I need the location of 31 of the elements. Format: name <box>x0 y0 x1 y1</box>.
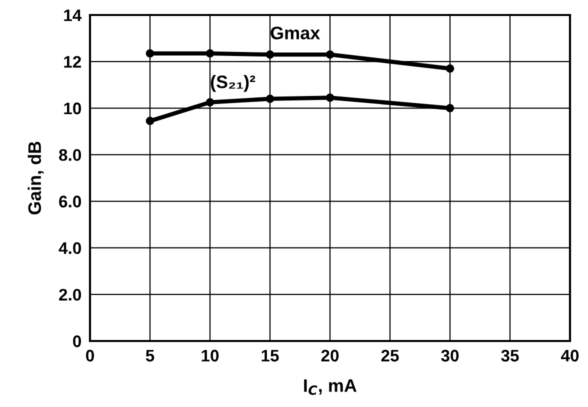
x-tick-label: 10 <box>202 350 219 362</box>
y-tick-label: 0 <box>73 335 81 348</box>
point <box>326 50 334 59</box>
point <box>206 98 214 106</box>
x-tick-label: 30 <box>441 350 459 362</box>
y-tick-label: 6.0 <box>59 196 81 208</box>
y-tick-label: 14 <box>64 10 82 22</box>
y-tick-label: 2.0 <box>59 288 81 301</box>
x-tick-label: 40 <box>560 350 579 362</box>
x-tick-label: 20 <box>321 350 339 362</box>
point <box>206 49 214 58</box>
x-tick-label: 5 <box>146 350 154 362</box>
point <box>146 116 154 126</box>
point <box>146 49 154 58</box>
y-axis-title: Gain, dB <box>28 142 44 214</box>
x-tick-label: 0 <box>86 350 94 362</box>
series-label: Gmax <box>270 26 320 40</box>
point <box>266 50 274 59</box>
y-tick-label: 4.0 <box>58 242 81 254</box>
x-tick-label: 15 <box>262 350 279 362</box>
y-tick-label: 10 <box>64 102 81 114</box>
x-axis-title: I$_{C}$, mA <box>304 379 357 395</box>
y-tick-label: 12 <box>64 56 81 68</box>
point <box>326 93 334 102</box>
point <box>446 64 454 73</box>
point <box>446 104 454 112</box>
x-tick-label: 35 <box>501 350 519 362</box>
series-label: (S₂₁)² <box>210 75 256 92</box>
y-tick-label: 8.0 <box>59 149 81 161</box>
point <box>266 94 274 103</box>
x-tick-label: 25 <box>381 350 399 362</box>
